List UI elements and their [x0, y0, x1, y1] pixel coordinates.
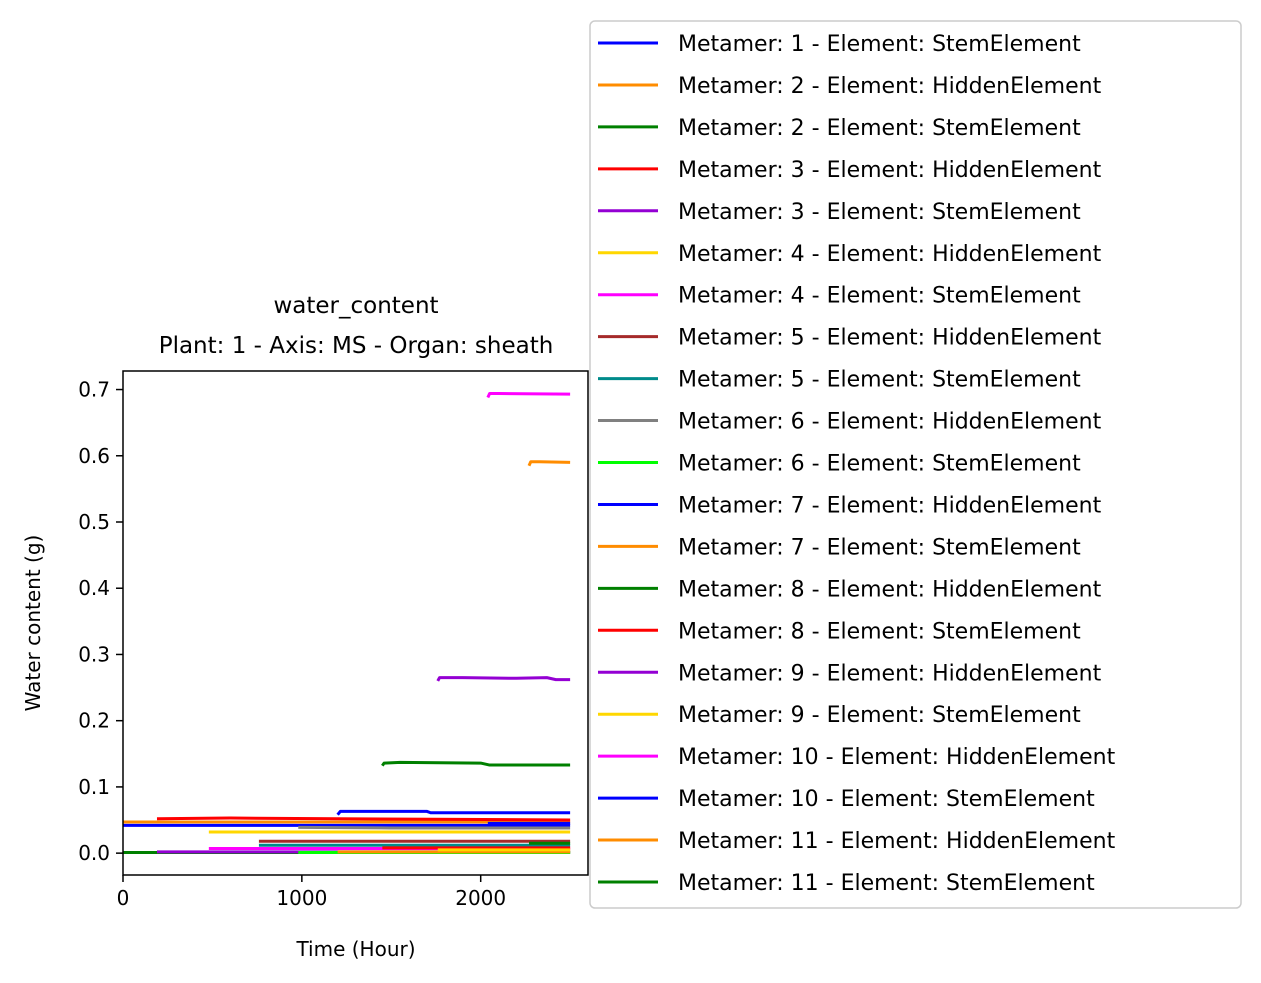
legend: Metamer: 1 - Element: StemElement Metamer…	[589, 20, 1242, 909]
y-axis-ticks: 0.0 0.1 0.2 0.3 0.4 0.5 0.6 0.7	[78, 378, 123, 865]
legend-entry-label: Metamer: 6 - Element: HiddenElement	[678, 410, 1102, 435]
y-tick-label: 0.7	[78, 378, 110, 402]
series-line-10	[298, 825, 571, 830]
x-axis-label: Time (Hour)	[295, 937, 415, 961]
x-axis-ticks: 0 1000 2000	[117, 875, 506, 910]
legend-entry-label: Metamer: 4 - Element: StemElement	[678, 284, 1081, 309]
legend-entry-label: Metamer: 7 - Element: HiddenElement	[678, 493, 1102, 518]
y-tick-label: 0.3	[78, 642, 110, 666]
y-tick-label: 0.4	[78, 576, 110, 600]
series-line-18	[486, 392, 571, 399]
series-line-16	[436, 676, 571, 682]
x-tick-label: 1000	[276, 886, 327, 910]
x-tick-label: 2000	[455, 886, 506, 910]
legend-entry-label: Metamer: 3 - Element: HiddenElement	[678, 158, 1102, 183]
series-layer	[123, 392, 571, 854]
y-tick-label: 0.6	[78, 444, 110, 468]
legend-entry-label: Metamer: 8 - Element: HiddenElement	[678, 577, 1102, 602]
plot-frame	[122, 370, 589, 876]
chart-title: water_content	[273, 293, 438, 319]
legend-entry-label: Metamer: 1 - Element: StemElement	[678, 32, 1081, 57]
legend-entry-label: Metamer: 6 - Element: StemElement	[678, 452, 1081, 477]
legend-entry-label: Metamer: 3 - Element: StemElement	[678, 200, 1081, 225]
x-tick-label: 0	[117, 886, 130, 910]
y-tick-label: 0.1	[78, 775, 110, 799]
y-tick-label: 0.5	[78, 510, 110, 534]
legend-entry-label: Metamer: 4 - Element: HiddenElement	[678, 242, 1102, 267]
legend-entry-label: Metamer: 5 - Element: StemElement	[678, 368, 1081, 393]
legend-frame	[589, 20, 1242, 909]
series-line-20	[527, 460, 571, 467]
chart-subtitle: Plant: 1 - Axis: MS - Organ: sheath	[159, 333, 554, 359]
legend-entry-label: Metamer: 7 - Element: StemElement	[678, 535, 1081, 560]
legend-entry-label: Metamer: 11 - Element: StemElement	[678, 871, 1095, 896]
legend-entry-label: Metamer: 9 - Element: StemElement	[678, 703, 1081, 728]
series-line-12	[336, 809, 571, 816]
series-line-14	[381, 760, 571, 767]
legend-entry-label: Metamer: 2 - Element: StemElement	[678, 116, 1081, 141]
legend-entry-label: Metamer: 10 - Element: HiddenElement	[678, 745, 1116, 770]
legend-entry-label: Metamer: 2 - Element: HiddenElement	[678, 74, 1102, 99]
y-axis-label: Water content (g)	[21, 535, 45, 712]
legend-entry-label: Metamer: 9 - Element: HiddenElement	[678, 661, 1102, 686]
series-line-4	[156, 816, 571, 822]
y-tick-label: 0.2	[78, 709, 110, 733]
legend-entry-label: Metamer: 8 - Element: StemElement	[678, 619, 1081, 644]
legend-entry-label: Metamer: 10 - Element: StemElement	[678, 787, 1095, 812]
legend-entry-label: Metamer: 11 - Element: HiddenElement	[678, 829, 1116, 854]
y-tick-label: 0.0	[78, 841, 110, 865]
legend-entry-label: Metamer: 5 - Element: HiddenElement	[678, 326, 1102, 351]
